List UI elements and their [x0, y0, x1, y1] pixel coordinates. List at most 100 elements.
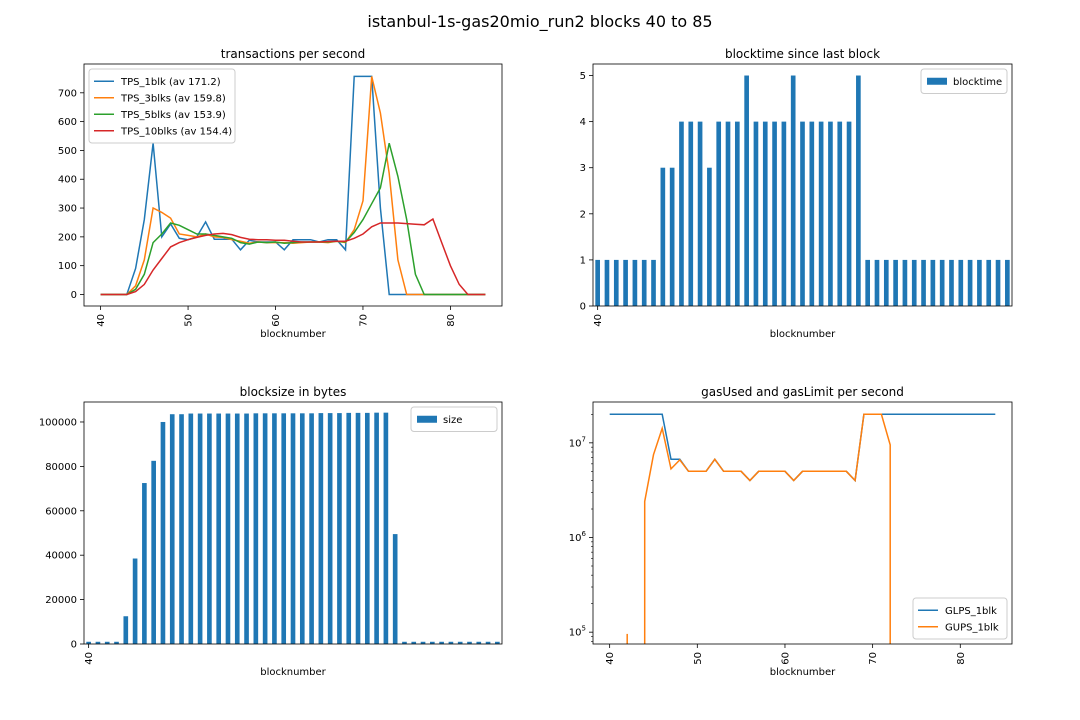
plot-frame — [83, 401, 503, 645]
legend: blocktime — [920, 68, 1008, 94]
panel-2: blocktime since last block blocknumber 0 1 2… — [580, 47, 1013, 340]
bar — [86, 641, 91, 644]
bar — [132, 558, 138, 644]
y-tick-label: 700 — [58, 88, 77, 99]
legend-label: TPS_3blks (av 159.8) — [120, 93, 226, 104]
bar — [604, 259, 610, 306]
y-tick-label: 40000 — [45, 551, 77, 562]
bar — [188, 413, 194, 644]
legend-label: TPS_1blk (av 171.2) — [120, 77, 221, 88]
bar — [688, 121, 694, 307]
bar — [281, 413, 287, 644]
y-tick-label: 100 — [58, 261, 77, 272]
y-tick-label: 5 — [580, 71, 586, 82]
y-tick-base: 10 — [569, 628, 582, 639]
bar — [197, 413, 203, 644]
y-tick-label: 105 — [569, 625, 586, 639]
bar — [958, 259, 964, 306]
bar — [818, 121, 824, 307]
x-tick-label: 80 — [956, 652, 967, 665]
y-tick-label: 600 — [58, 117, 77, 128]
bar — [595, 259, 600, 306]
bar — [641, 259, 647, 306]
x-axis-label: blocknumber — [770, 329, 836, 340]
y-tick-exponent: 7 — [582, 435, 586, 443]
y-tick-base: 10 — [569, 438, 582, 449]
y-tick-label: 106 — [569, 530, 587, 544]
y-tick-label: 0 — [580, 302, 586, 313]
legend-label: size — [443, 415, 462, 426]
x-tick-label: 40 — [96, 314, 107, 327]
bar — [207, 413, 212, 644]
x-tick-label: 60 — [271, 314, 282, 327]
bar — [309, 413, 314, 644]
bar — [772, 121, 777, 307]
panel-4: gasUsed and gasLimit per second blocknumb… — [569, 385, 1013, 678]
legend-box — [410, 406, 498, 432]
legend-label: blocktime — [953, 77, 1002, 88]
bar — [874, 259, 880, 306]
y-tick-label: 60000 — [45, 506, 77, 517]
bar — [142, 483, 147, 644]
legend-swatch — [927, 77, 947, 85]
bar — [402, 641, 407, 644]
bar — [679, 121, 684, 307]
bar — [790, 75, 796, 307]
x-tick-label: 80 — [446, 314, 457, 327]
x-axis-label: blocknumber — [260, 329, 326, 340]
y-tick-label: 0 — [71, 640, 77, 651]
x-tick-label: 70 — [868, 652, 879, 665]
panel-title: transactions per second — [221, 47, 365, 61]
x-axis-label: blocknumber — [260, 667, 326, 678]
bar — [613, 259, 619, 306]
series-line — [100, 217, 486, 296]
bar — [346, 412, 352, 644]
plot-frame — [592, 401, 1013, 645]
bar — [439, 641, 444, 644]
bar — [355, 412, 361, 644]
bar — [902, 259, 908, 306]
x-tick-label: 50 — [184, 314, 195, 327]
bar — [949, 259, 954, 306]
bar — [697, 121, 703, 307]
plot-frame — [592, 63, 1013, 307]
legend-label: GUPS_1blk — [945, 622, 999, 633]
bar — [476, 641, 482, 644]
y-tick-label: 400 — [58, 175, 77, 186]
plot-frame — [83, 63, 503, 307]
bar — [856, 75, 861, 307]
x-tick-label: 40 — [593, 314, 604, 327]
bar — [383, 412, 389, 644]
bar — [411, 641, 417, 644]
bar — [244, 413, 249, 644]
bar — [837, 121, 843, 307]
bar — [430, 641, 435, 644]
y-tick-label: 2 — [580, 209, 586, 220]
bar — [707, 167, 712, 306]
bar — [734, 121, 740, 307]
bar — [809, 121, 815, 307]
bar — [225, 413, 231, 644]
bar — [179, 414, 184, 644]
y-tick-label: 0 — [71, 290, 77, 301]
bar — [651, 259, 656, 306]
bar — [744, 75, 749, 307]
bar — [253, 413, 259, 644]
bar — [234, 413, 240, 644]
legend-label: GLPS_1blk — [945, 606, 997, 617]
bar — [420, 641, 426, 644]
bar — [995, 259, 1001, 306]
bar — [921, 259, 926, 306]
x-axis-label: blocknumber — [770, 667, 836, 678]
legend: GLPS_1blk GUPS_1blk — [912, 597, 1008, 640]
bar — [939, 259, 945, 306]
bar — [151, 460, 156, 644]
bar — [169, 414, 175, 644]
y-tick-base: 10 — [569, 533, 582, 544]
y-tick-label: 4 — [580, 117, 586, 128]
panel-title: blocksize in bytes — [240, 385, 347, 399]
x-tick-label: 70 — [358, 314, 369, 327]
panel-3: blocksize in bytes blocknumber 0 20000 40000… — [39, 385, 503, 678]
y-tick-exponent: 5 — [582, 625, 586, 633]
panel-title: gasUsed and gasLimit per second — [701, 385, 904, 399]
